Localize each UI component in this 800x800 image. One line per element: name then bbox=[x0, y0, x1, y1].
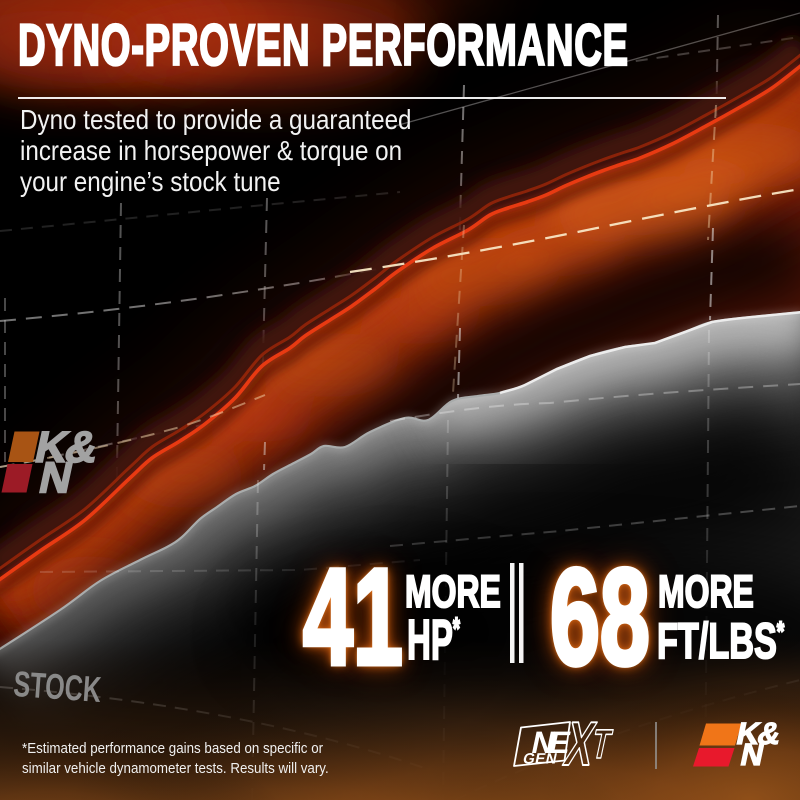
svg-text:GEN: GEN bbox=[521, 751, 559, 768]
svg-text:NE: NE bbox=[529, 725, 573, 760]
svg-text:K&: K& bbox=[734, 716, 784, 751]
svg-text:K&: K& bbox=[31, 423, 102, 471]
